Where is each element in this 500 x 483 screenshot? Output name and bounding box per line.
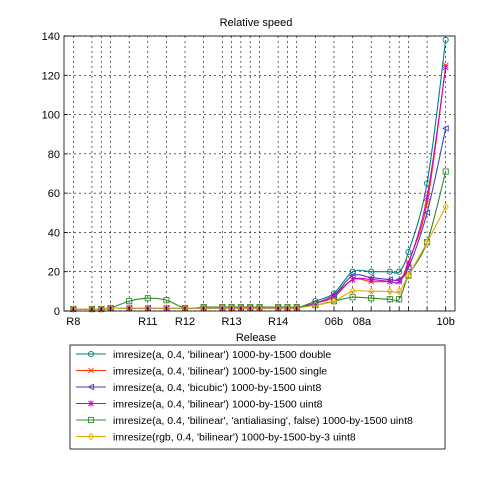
y-tick-label: 20	[48, 267, 60, 279]
data-point	[368, 287, 375, 296]
data-point	[88, 305, 96, 313]
data-point	[442, 124, 449, 132]
data-point	[144, 295, 151, 302]
x-tick-label: R8	[66, 316, 80, 328]
data-point	[386, 287, 394, 296]
data-point	[386, 268, 393, 275]
data-point	[330, 297, 338, 306]
data-point	[424, 180, 431, 187]
legend-marker	[88, 367, 94, 374]
legend-label: imresize(a, 0.4, 'bilinear') 1000-by-150…	[113, 349, 331, 361]
y-tick-label: 60	[48, 188, 60, 200]
y-tick-label: 120	[42, 70, 60, 82]
x-tick-label: R12	[175, 316, 195, 328]
legend-marker	[87, 416, 95, 424]
data-point	[349, 276, 356, 283]
legend-label: imresize(a, 0.4, 'bilinear') 1000-by-150…	[113, 366, 327, 378]
grid-lines	[64, 35, 455, 312]
legend-label: imresize(a, 0.4, 'bilinear') 1000-by-150…	[113, 399, 323, 411]
data-point	[368, 268, 375, 275]
legend-label: imresize(a, 0.4, 'bilinear', 'antialiasi…	[113, 415, 413, 427]
x-tick-label: 06b	[325, 316, 343, 328]
legend-marker	[88, 400, 94, 407]
data-markers	[69, 36, 449, 313]
data-point	[442, 64, 449, 71]
x-tick-label: R11	[138, 316, 157, 328]
data-point	[126, 298, 133, 305]
series-line	[73, 206, 447, 310]
legend-box	[69, 344, 446, 450]
data-point	[423, 209, 431, 217]
data-point	[386, 296, 393, 303]
x-tick-label: R14	[268, 316, 288, 328]
legend-marker	[87, 383, 95, 391]
data-point	[442, 36, 449, 43]
data-point	[442, 202, 449, 211]
y-tick-label: 100	[42, 110, 60, 122]
x-axis: R8 R11 R12 R13 R14 06b 08a 10b	[66, 307, 455, 328]
data-point	[405, 271, 412, 280]
x-tick-label: 10b	[437, 316, 455, 328]
x-tick-label: 08a	[353, 316, 372, 328]
x-axis-label: Release	[236, 332, 276, 344]
data-point	[423, 238, 431, 247]
chart-title: Relative speed	[220, 17, 293, 29]
x-tick-label: R13	[221, 316, 241, 328]
y-tick-label: 40	[48, 227, 60, 239]
data-point	[395, 287, 403, 296]
data-point	[368, 295, 375, 302]
data-point	[424, 200, 430, 206]
data-point	[386, 278, 393, 285]
y-tick-label: 0	[54, 306, 60, 318]
legend-marker	[87, 432, 95, 441]
y-tick-label: 140	[42, 31, 60, 43]
data-point	[396, 278, 403, 285]
legend-label: imresize(a, 0.4, 'bicubic') 1000-by-1500…	[113, 382, 321, 394]
y-tick-label: 80	[48, 149, 60, 161]
data-point	[163, 297, 170, 304]
data-point	[405, 260, 412, 268]
legend-marker	[87, 350, 95, 358]
data-point	[368, 276, 375, 283]
data-point	[98, 305, 105, 313]
legend: imresize(a, 0.4, 'bilinear') 1000-by-150…	[69, 344, 446, 450]
legend-label: imresize(rgb, 0.4, 'bilinear') 1000-by-1…	[113, 432, 356, 444]
y-axis: 0 20 40 60 80 100 120 140	[42, 31, 68, 318]
series-line	[73, 171, 447, 310]
data-point	[396, 268, 403, 275]
data-point	[349, 287, 356, 296]
data-point	[396, 296, 403, 303]
data-point	[405, 249, 412, 256]
data-point	[70, 305, 77, 313]
data-point	[442, 168, 449, 175]
data-point	[424, 193, 430, 201]
data-point	[312, 299, 319, 307]
